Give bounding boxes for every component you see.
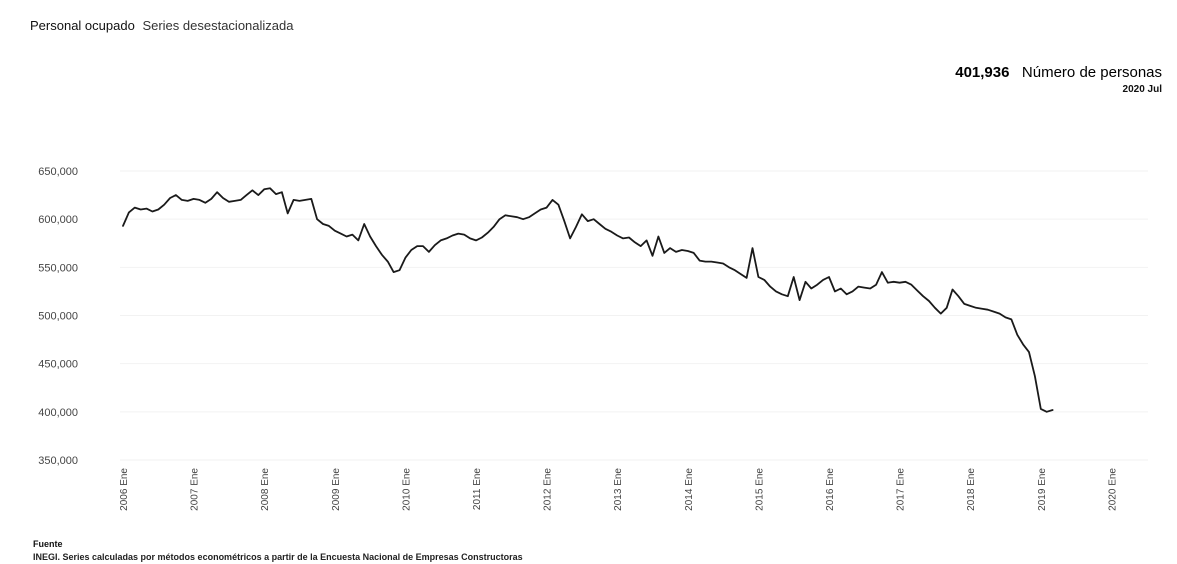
y-tick-label: 600,000 (38, 214, 78, 226)
y-tick-label: 650,000 (38, 166, 78, 178)
y-tick-label: 550,000 (38, 262, 78, 274)
x-tick-label: 2017 Ene (896, 468, 907, 511)
y-axis-labels: 350,000 400,000 450,000 500,000 550,000 600,0… (38, 166, 78, 467)
x-tick-label: 2007 Ene (190, 468, 201, 511)
latest-value-panel: 401,936 Número de personas 2020 Jul (955, 64, 1162, 95)
chart-title: Personal ocupado Series desestacionaliza… (30, 18, 293, 33)
x-tick-label: 2016 Ene (825, 468, 836, 511)
chart-subtitle: Series desestacionalizada (142, 18, 294, 33)
x-tick-label: 2008 Ene (260, 468, 271, 511)
grid-lines (120, 170, 1148, 461)
latest-value-unit: Número de personas (1021, 64, 1162, 81)
x-tick-label: 2015 Ene (754, 468, 765, 511)
latest-value: 401,936 (955, 64, 1010, 81)
x-tick-label: 2020 Ene (1107, 468, 1118, 511)
x-tick-label: 2012 Ene (543, 468, 554, 511)
series-line (122, 187, 1054, 413)
y-tick-label: 500,000 (38, 311, 78, 323)
x-tick-label: 2018 Ene (966, 468, 977, 511)
x-tick-label: 2010 Ene (401, 468, 412, 511)
x-axis-labels: 2006 Ene 2007 Ene 2008 Ene 2009 Ene 2010 Ene… (119, 468, 1118, 511)
x-tick-label: 2013 Ene (613, 468, 624, 511)
source-text: INEGI. Series calculadas por métodos eco… (33, 552, 523, 562)
source-label: Fuente (33, 539, 63, 549)
x-tick-label: 2009 Ene (331, 468, 342, 511)
x-tick-label: 2014 Ene (684, 468, 695, 511)
x-tick-label: 2019 Ene (1037, 468, 1048, 511)
source-note: Fuente INEGI. Series calculadas por méto… (33, 538, 523, 564)
y-tick-label: 450,000 (38, 359, 78, 371)
x-tick-label: 2011 Ene (472, 468, 483, 511)
y-tick-label: 350,000 (38, 455, 78, 467)
chart-title-text: Personal ocupado (30, 18, 135, 33)
y-tick-label: 400,000 (38, 407, 78, 419)
latest-period: 2020 Jul (1122, 84, 1162, 95)
x-tick-label: 2006 Ene (119, 468, 130, 511)
